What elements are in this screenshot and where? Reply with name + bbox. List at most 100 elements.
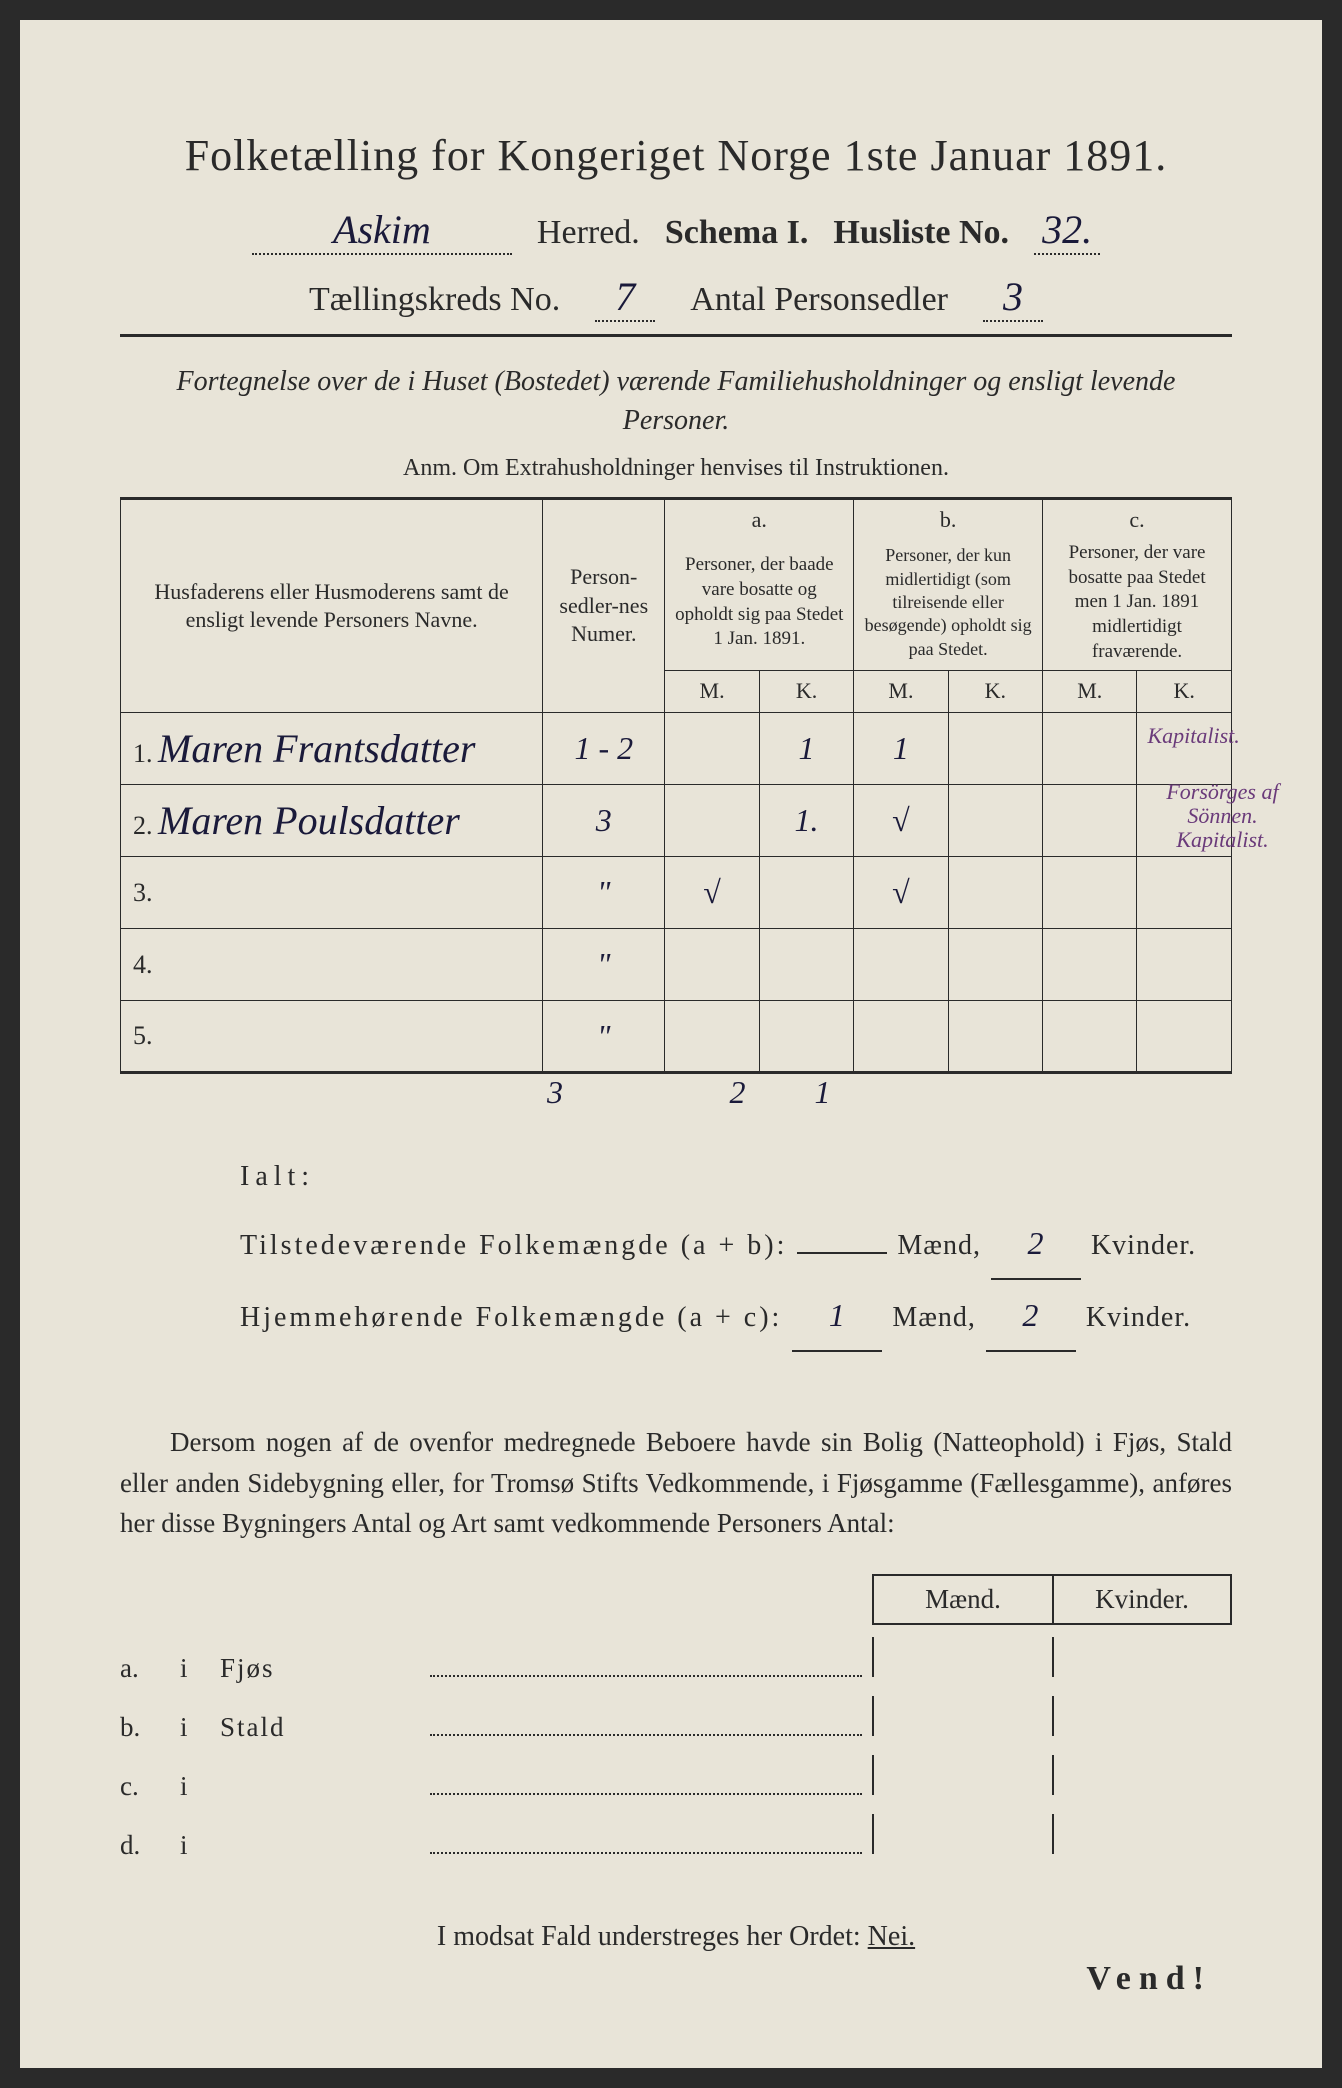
cell: √ — [892, 874, 910, 910]
row-name: Maren Frantsdatter — [158, 726, 475, 771]
row-num: 3. — [129, 878, 153, 907]
sum1-label: Tilstedeværende Folkemængde (a + b): — [240, 1215, 787, 1277]
row-num: 1. — [129, 739, 153, 768]
sum-line-2: Hjemmehørende Folkemængde (a + c): 1 Mæn… — [240, 1280, 1232, 1352]
cell: √ — [892, 802, 910, 838]
col-names-header: Husfaderens eller Husmoderens samt de en… — [121, 499, 543, 713]
col-b-header: Personer, der kun midlertidigt (som tilr… — [854, 535, 1043, 671]
sub-row-letter: b. — [120, 1712, 180, 1743]
col-c-k: K. — [1137, 671, 1232, 713]
sum1-m — [797, 1252, 887, 1254]
dots — [430, 1709, 862, 1736]
col-b-m: M. — [854, 671, 948, 713]
cell: " — [597, 874, 610, 910]
margin-note: Kapitalist. — [1147, 723, 1239, 749]
subtitle: Fortegnelse over de i Huset (Bostedet) v… — [160, 362, 1192, 440]
cell: 1 — [799, 730, 815, 766]
census-form-page: Folketælling for Kongeriget Norge 1ste J… — [20, 20, 1322, 2068]
table-row: 2. Maren Poulsdatter 3 1. √ Forsörges af… — [121, 785, 1232, 857]
col-a-letter: a. — [665, 499, 854, 535]
sub-table-header: Mænd. Kvinder. — [120, 1574, 1232, 1625]
sub-row-i: i — [180, 1712, 220, 1743]
table-row: 1. Maren Frantsdatter 1 - 2 1 1 Kapitali… — [121, 713, 1232, 785]
husliste-label: Husliste No. — [833, 214, 1009, 252]
cell: 1 — [893, 730, 909, 766]
col-b-letter: b. — [854, 499, 1043, 535]
husliste-value: 32. — [1034, 206, 1100, 255]
total-ak: 2 — [730, 1074, 746, 1110]
sum1-k: 2 — [991, 1208, 1081, 1280]
col-b-k: K. — [948, 671, 1042, 713]
sum2-m: 1 — [792, 1280, 882, 1352]
sub-row: a. i Fjøs — [120, 1637, 1232, 1684]
sub-row: b. i Stald — [120, 1696, 1232, 1743]
cell: √ — [703, 874, 721, 910]
sub-row: d. i — [120, 1814, 1232, 1861]
table-body: 1. Maren Frantsdatter 1 - 2 1 1 Kapitali… — [121, 713, 1232, 1073]
sum2-label: Hjemmehørende Folkemængde (a + c): — [240, 1287, 782, 1349]
sub-row: c. i — [120, 1755, 1232, 1802]
form-title: Folketælling for Kongeriget Norge 1ste J… — [120, 130, 1232, 181]
footer-text: I modsat Fald understreges her Ordet: — [437, 1921, 861, 1952]
kvinder-label: Kvinder. — [1086, 1287, 1191, 1349]
sub-row-letter: a. — [120, 1653, 180, 1684]
sub-row-letter: c. — [120, 1771, 180, 1802]
nei-word: Nei. — [868, 1921, 915, 1952]
sub-table: Mænd. Kvinder. a. i Fjøs b. i Stald c. i… — [120, 1574, 1232, 1861]
antal-label: Antal Personsedler — [690, 281, 948, 319]
sub-h-maend: Mænd. — [872, 1574, 1052, 1625]
header-row-2: Tællingskreds No. 7 Antal Personsedler 3 — [120, 273, 1232, 322]
taellingskreds-label: Tællingskreds No. — [309, 281, 560, 319]
col-a-header: Personer, der baade vare bosatte og opho… — [665, 535, 854, 671]
antal-value: 3 — [983, 273, 1043, 322]
table-row: 4. " — [121, 929, 1232, 1001]
sub-row-letter: d. — [120, 1830, 180, 1861]
sum-line-1: Tilstedeværende Folkemængde (a + b): Mæn… — [240, 1208, 1232, 1280]
margin-note: Forsörges af Sönnen. Kapitalist. — [1142, 780, 1302, 853]
sub-h-kvinder: Kvinder. — [1052, 1574, 1232, 1625]
total-bm: 1 — [815, 1074, 831, 1110]
herred-value: Askim — [252, 206, 512, 255]
row-num: 4. — [129, 950, 153, 979]
schema-label: Schema I. — [665, 214, 809, 252]
kvinder-label: Kvinder. — [1091, 1215, 1196, 1277]
footer-line: I modsat Fald understreges her Ordet: Ne… — [120, 1921, 1232, 1953]
col-c-letter: c. — [1043, 499, 1232, 535]
main-table: Husfaderens eller Husmoderens samt de en… — [120, 497, 1232, 1074]
taellingskreds-value: 7 — [595, 273, 655, 322]
anm-note: Anm. Om Extrahusholdninger henvises til … — [120, 455, 1232, 482]
col-c-m: M. — [1043, 671, 1137, 713]
col-a-k: K. — [759, 671, 853, 713]
col-a-m: M. — [665, 671, 759, 713]
cell: " — [597, 946, 610, 982]
cell: 1 - 2 — [574, 730, 633, 766]
dots — [430, 1827, 862, 1854]
vend-label: Vend! — [1086, 1960, 1212, 1998]
paragraph: Dersom nogen af de ovenfor medregnede Be… — [120, 1422, 1232, 1544]
col-c-header: Personer, der vare bosatte paa Stedet me… — [1043, 535, 1232, 671]
dots — [430, 1650, 862, 1677]
cell: " — [597, 1018, 610, 1054]
table-row: 5. " — [121, 1001, 1232, 1073]
ialt-section: Ialt: Tilstedeværende Folkemængde (a + b… — [120, 1146, 1232, 1352]
sub-row-i: i — [180, 1830, 220, 1861]
herred-label: Herred. — [537, 214, 640, 252]
row-num: 5. — [129, 1021, 153, 1050]
col-num-header: Person-sedler-nes Numer. — [543, 499, 665, 713]
ialt-label: Ialt: — [240, 1146, 480, 1208]
maend-label: Mænd, — [892, 1287, 976, 1349]
totals-row: 3 2 1 — [120, 1074, 1232, 1111]
sub-row-name: Fjøs — [220, 1653, 420, 1684]
table-row: 3. " √ √ — [121, 857, 1232, 929]
maend-label: Mænd, — [897, 1215, 981, 1277]
divider — [120, 334, 1232, 337]
total-num: 3 — [547, 1074, 563, 1110]
cell: 3 — [596, 802, 612, 838]
row-name: Maren Poulsdatter — [158, 798, 460, 843]
cell: 1. — [795, 802, 819, 838]
sub-row-i: i — [180, 1653, 220, 1684]
sub-row-name: Stald — [220, 1712, 420, 1743]
row-num: 2. — [129, 811, 153, 840]
col-names-text: Husfaderens eller Husmoderens samt de en… — [154, 579, 508, 633]
dots — [430, 1768, 862, 1795]
